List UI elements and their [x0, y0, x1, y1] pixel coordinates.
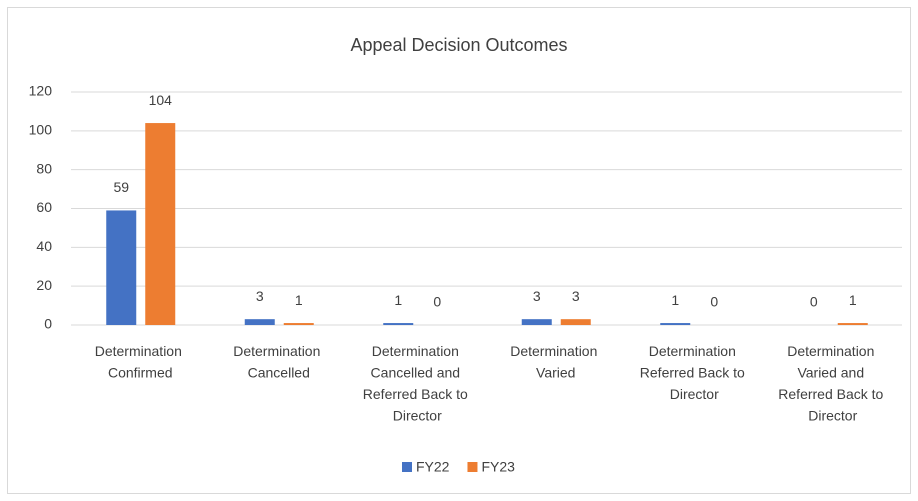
data-label: 1 — [849, 292, 857, 308]
bar — [660, 323, 691, 325]
x-tick-label: Determination Cancelled — [233, 343, 324, 381]
y-tick-label: 20 — [36, 277, 52, 293]
x-tick-label: Determination Varied and Referred Back t… — [778, 343, 887, 424]
data-label: 0 — [810, 294, 818, 310]
y-tick-label: 0 — [44, 316, 52, 332]
x-tick-label: Determination Referred Back to Director — [640, 343, 749, 402]
y-tick-label: 40 — [36, 238, 52, 254]
bar — [521, 319, 552, 325]
data-label: 1 — [295, 292, 303, 308]
chart-title: Appeal Decision Outcomes — [350, 35, 567, 55]
bar — [106, 210, 137, 325]
bar — [145, 123, 176, 325]
legend-swatch — [402, 462, 412, 472]
data-label: 3 — [572, 288, 580, 304]
bar — [244, 319, 275, 325]
bar — [560, 319, 591, 325]
data-label: 104 — [149, 92, 173, 108]
bar — [383, 323, 414, 325]
legend-label: FY22 — [416, 459, 450, 475]
y-tick-label: 120 — [29, 83, 53, 99]
legend-label: FY23 — [481, 459, 515, 475]
x-tick-label: Determination Varied — [510, 343, 601, 381]
data-label: 0 — [710, 294, 718, 310]
data-label: 0 — [433, 294, 441, 310]
data-label: 1 — [394, 292, 402, 308]
x-tick-label: Determination Confirmed — [95, 343, 186, 381]
x-tick-label: Determination Cancelled and Referred Bac… — [363, 343, 472, 424]
y-tick-label: 100 — [29, 122, 53, 138]
bar — [837, 323, 868, 325]
chart-border — [7, 7, 911, 494]
data-label: 3 — [533, 288, 541, 304]
data-label: 1 — [671, 292, 679, 308]
bar — [283, 323, 314, 325]
legend-swatch — [467, 462, 478, 472]
y-tick-label: 60 — [36, 199, 52, 215]
data-label: 3 — [256, 288, 264, 304]
y-tick-label: 80 — [36, 160, 52, 176]
data-label: 59 — [113, 179, 129, 195]
